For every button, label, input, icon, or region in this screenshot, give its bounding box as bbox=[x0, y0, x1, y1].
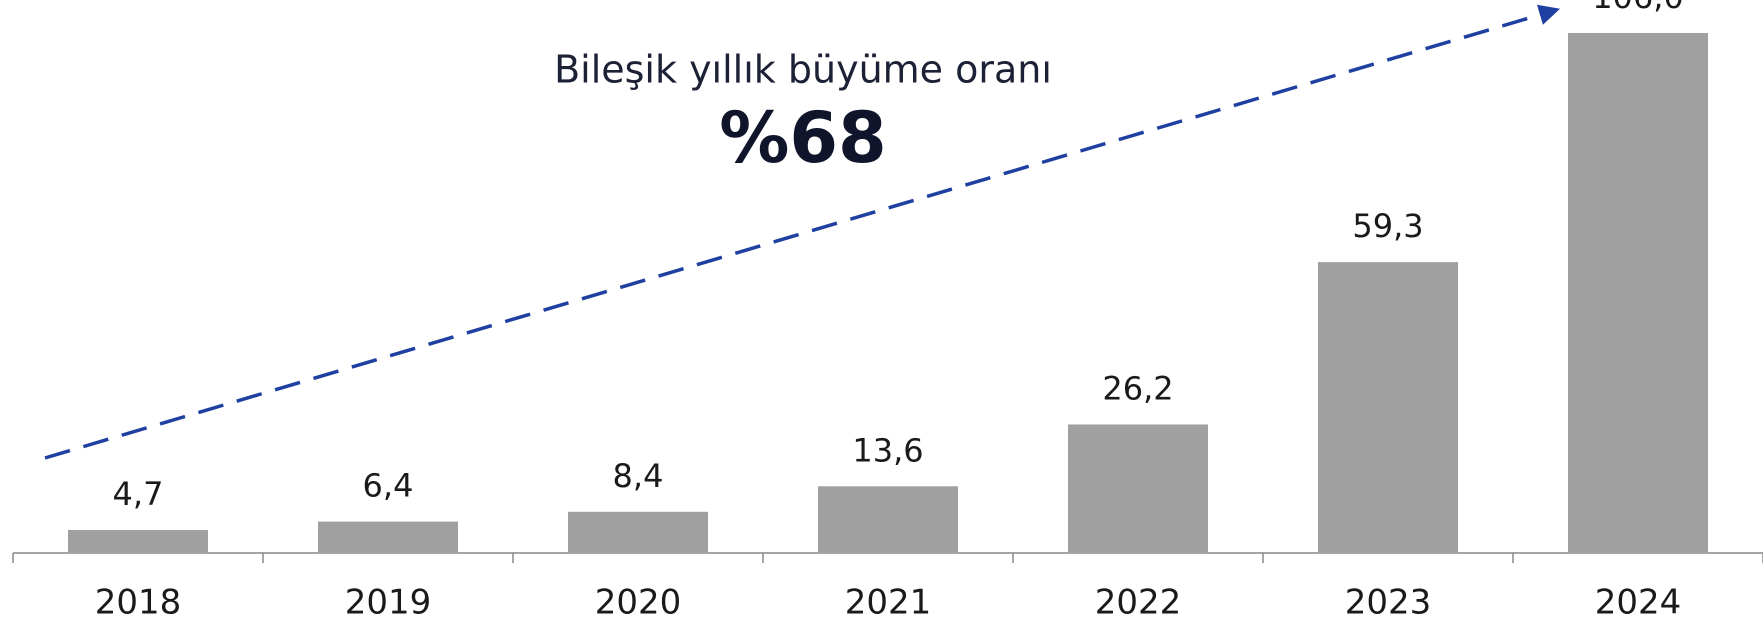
x-tick-label: 2023 bbox=[1345, 583, 1432, 623]
x-tick-label: 2021 bbox=[845, 583, 932, 623]
bar bbox=[1568, 33, 1708, 553]
x-tick-label: 2018 bbox=[95, 583, 182, 623]
bar bbox=[1068, 424, 1208, 553]
annotation: %68 bbox=[719, 97, 887, 179]
bar bbox=[1318, 262, 1458, 553]
value-label: 13,6 bbox=[852, 431, 923, 469]
x-tick-label: 2024 bbox=[1595, 583, 1682, 623]
bar bbox=[818, 486, 958, 553]
x-tick-label: 2019 bbox=[345, 583, 432, 623]
value-label: 6,4 bbox=[363, 467, 414, 505]
x-tick-label: 2020 bbox=[595, 583, 682, 623]
x-tick-label: 2022 bbox=[1095, 583, 1182, 623]
value-label: 59,3 bbox=[1352, 207, 1423, 245]
value-label: 106,0 bbox=[1592, 0, 1684, 16]
bar bbox=[568, 511, 708, 553]
value-label: 4,7 bbox=[113, 475, 164, 513]
trend-arrow bbox=[44, 4, 1561, 460]
annotation: Bileşik yıllık büyüme oranı bbox=[554, 48, 1052, 92]
bar bbox=[68, 529, 208, 553]
bar bbox=[318, 521, 458, 553]
value-label: 8,4 bbox=[613, 457, 664, 495]
value-label: 26,2 bbox=[1102, 369, 1173, 407]
